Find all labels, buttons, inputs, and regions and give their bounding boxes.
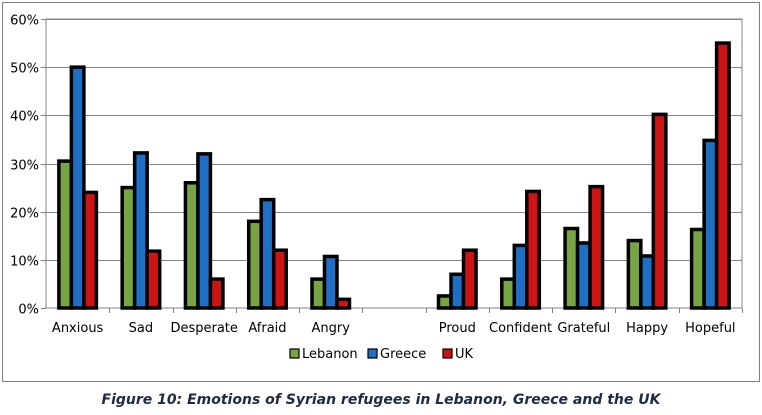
bar-greece-desperate xyxy=(196,152,213,310)
x-tick-label: Desperate xyxy=(170,321,237,336)
figure-caption: Figure 10: Emotions of Syrian refugees i… xyxy=(101,392,661,408)
bar-greece-hopeful xyxy=(702,138,719,310)
bar-uk-hopeful xyxy=(714,41,731,310)
x-tick-label: Sad xyxy=(129,321,153,336)
bar-uk-desperate xyxy=(208,277,225,310)
y-tick-label: 20% xyxy=(10,207,39,222)
x-tick-label: Proud xyxy=(439,321,476,336)
x-tick-label: Confident xyxy=(489,321,552,336)
bar-uk-grateful xyxy=(588,184,605,310)
x-tick-label: Hopeful xyxy=(685,321,735,336)
bar-lebanon-happy xyxy=(626,238,643,310)
bar-uk-anxious xyxy=(82,190,99,310)
chart: 0% 10% 20% 30% 40% 50% 60% Anxious Sad Desperate A… xyxy=(10,14,743,362)
bar-lebanon-desperate xyxy=(183,181,200,310)
legend-swatch-greece xyxy=(367,348,378,359)
bar-lebanon-confident xyxy=(500,277,517,310)
bar-lebanon-grateful xyxy=(563,226,580,310)
y-tick-label: 50% xyxy=(10,62,39,77)
x-tick-label: Afraid xyxy=(248,321,286,336)
bar-uk-happy xyxy=(651,112,668,310)
bar-greece-angry xyxy=(322,254,339,310)
x-tick-label: Grateful xyxy=(557,321,610,336)
bar-lebanon-anxious xyxy=(57,159,74,310)
y-tick-label: 60% xyxy=(10,14,39,29)
x-tick-label: Anxious xyxy=(52,321,104,336)
legend-label-greece: Greece xyxy=(380,347,426,362)
bar-lebanon-afraid xyxy=(246,219,263,310)
bar-greece-grateful xyxy=(575,241,592,310)
y-tick-label: 10% xyxy=(10,255,39,270)
bar-uk-sad xyxy=(145,249,162,310)
bar-greece-happy xyxy=(639,254,656,310)
bar-lebanon-sad xyxy=(120,185,137,310)
legend-swatch-lebanon xyxy=(289,348,300,359)
bar-greece-afraid xyxy=(259,197,276,310)
bar-uk-afraid xyxy=(271,248,288,310)
bar-uk-angry xyxy=(335,297,352,310)
bar-greece-confident xyxy=(512,243,529,310)
y-tick-label: 30% xyxy=(10,159,39,174)
bar-uk-proud xyxy=(461,248,478,310)
bar-lebanon-hopeful xyxy=(689,227,706,310)
legend-swatch-uk xyxy=(442,348,453,359)
y-tick-label: 40% xyxy=(10,110,39,125)
bar-lebanon-proud xyxy=(436,294,453,310)
x-tick-label: Happy xyxy=(626,321,668,336)
legend-label-lebanon: Lebanon xyxy=(302,347,358,362)
x-tick-label: Angry xyxy=(312,321,351,336)
bar-greece-sad xyxy=(132,151,149,310)
bar-greece-anxious xyxy=(69,65,86,310)
bar-uk-confident xyxy=(525,189,542,310)
bar-lebanon-angry xyxy=(310,277,327,310)
legend-label-uk: UK xyxy=(455,347,474,362)
bar-greece-proud xyxy=(449,272,466,310)
y-tick-label: 0% xyxy=(18,303,39,318)
